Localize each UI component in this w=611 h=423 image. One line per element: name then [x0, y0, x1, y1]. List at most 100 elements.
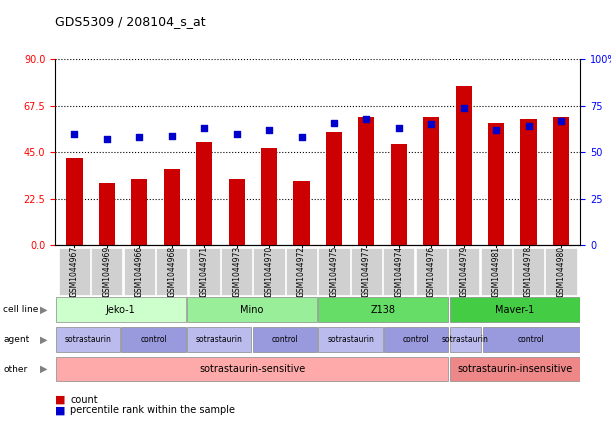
Text: control: control [140, 335, 167, 344]
Text: GSM1044969: GSM1044969 [103, 246, 111, 297]
Point [199, 125, 209, 132]
Text: GSM1044976: GSM1044976 [426, 246, 436, 297]
Text: Z138: Z138 [371, 305, 396, 315]
FancyBboxPatch shape [56, 357, 448, 382]
Text: Jeko-1: Jeko-1 [106, 305, 136, 315]
Bar [164, 169, 180, 245]
Bar [229, 179, 245, 245]
FancyBboxPatch shape [318, 248, 349, 295]
FancyBboxPatch shape [254, 248, 285, 295]
Text: control: control [403, 335, 430, 344]
Bar [293, 181, 310, 245]
Point [264, 126, 274, 133]
Text: sotrastaurin: sotrastaurin [64, 335, 111, 344]
FancyBboxPatch shape [156, 248, 188, 295]
FancyBboxPatch shape [448, 248, 479, 295]
Text: other: other [3, 365, 27, 374]
Bar [261, 148, 277, 245]
Text: ▶: ▶ [40, 305, 48, 315]
FancyBboxPatch shape [318, 297, 448, 322]
FancyBboxPatch shape [56, 327, 120, 352]
Bar [390, 144, 407, 245]
FancyBboxPatch shape [480, 248, 511, 295]
FancyBboxPatch shape [122, 327, 186, 352]
Bar [553, 117, 569, 245]
Text: GSM1044971: GSM1044971 [200, 246, 209, 297]
FancyBboxPatch shape [56, 297, 186, 322]
Text: Mino: Mino [240, 305, 264, 315]
Text: ■: ■ [55, 405, 65, 415]
Text: sotrastaurin: sotrastaurin [442, 335, 489, 344]
Point [296, 134, 306, 141]
Point [491, 126, 501, 133]
Text: sotrastaurin: sotrastaurin [196, 335, 243, 344]
Point [102, 136, 112, 143]
Point [167, 132, 177, 139]
Bar [131, 179, 147, 245]
FancyBboxPatch shape [383, 248, 414, 295]
Bar [456, 86, 472, 245]
Bar [521, 119, 536, 245]
Text: count: count [70, 395, 98, 405]
FancyBboxPatch shape [384, 327, 448, 352]
FancyBboxPatch shape [513, 248, 544, 295]
FancyBboxPatch shape [253, 327, 317, 352]
FancyBboxPatch shape [450, 357, 580, 382]
Text: sotrastaurin: sotrastaurin [327, 335, 374, 344]
FancyBboxPatch shape [221, 248, 252, 295]
Text: GSM1044981: GSM1044981 [492, 246, 500, 297]
Point [556, 117, 566, 124]
FancyBboxPatch shape [187, 297, 317, 322]
FancyBboxPatch shape [189, 248, 220, 295]
FancyBboxPatch shape [286, 248, 317, 295]
Text: ■: ■ [55, 395, 65, 405]
Point [329, 119, 339, 126]
Text: ▶: ▶ [40, 364, 48, 374]
Text: GSM1044980: GSM1044980 [557, 246, 566, 297]
Text: sotrastaurin-insensitive: sotrastaurin-insensitive [457, 364, 573, 374]
Point [362, 115, 371, 122]
Bar [488, 124, 504, 245]
Text: GSM1044977: GSM1044977 [362, 246, 371, 297]
Bar [326, 132, 342, 245]
Text: percentile rank within the sample: percentile rank within the sample [70, 405, 235, 415]
Text: GSM1044968: GSM1044968 [167, 246, 176, 297]
Point [459, 104, 469, 111]
Text: GDS5309 / 208104_s_at: GDS5309 / 208104_s_at [55, 15, 206, 28]
FancyBboxPatch shape [351, 248, 382, 295]
Text: GSM1044979: GSM1044979 [459, 246, 468, 297]
FancyBboxPatch shape [318, 327, 382, 352]
FancyBboxPatch shape [546, 248, 577, 295]
Text: GSM1044970: GSM1044970 [265, 246, 274, 297]
FancyBboxPatch shape [124, 248, 155, 295]
Text: agent: agent [3, 335, 29, 344]
Bar [99, 183, 115, 245]
Text: sotrastaurin-sensitive: sotrastaurin-sensitive [199, 364, 305, 374]
Text: control: control [518, 335, 544, 344]
Point [134, 134, 144, 141]
Text: ▶: ▶ [40, 335, 48, 344]
Text: cell line: cell line [3, 305, 38, 314]
Text: GSM1044974: GSM1044974 [394, 246, 403, 297]
Text: GSM1044967: GSM1044967 [70, 246, 79, 297]
Text: GSM1044966: GSM1044966 [135, 246, 144, 297]
Bar [423, 117, 439, 245]
Text: GSM1044973: GSM1044973 [232, 246, 241, 297]
FancyBboxPatch shape [483, 327, 580, 352]
Text: control: control [271, 335, 298, 344]
Point [426, 121, 436, 128]
FancyBboxPatch shape [450, 297, 580, 322]
Point [232, 130, 241, 137]
Point [524, 123, 533, 129]
Bar [358, 117, 375, 245]
FancyBboxPatch shape [91, 248, 122, 295]
FancyBboxPatch shape [187, 327, 251, 352]
FancyBboxPatch shape [59, 248, 90, 295]
Text: Maver-1: Maver-1 [495, 305, 535, 315]
Point [394, 125, 404, 132]
Bar [67, 159, 82, 245]
FancyBboxPatch shape [450, 327, 481, 352]
Text: GSM1044978: GSM1044978 [524, 246, 533, 297]
Point [70, 130, 79, 137]
FancyBboxPatch shape [415, 248, 447, 295]
